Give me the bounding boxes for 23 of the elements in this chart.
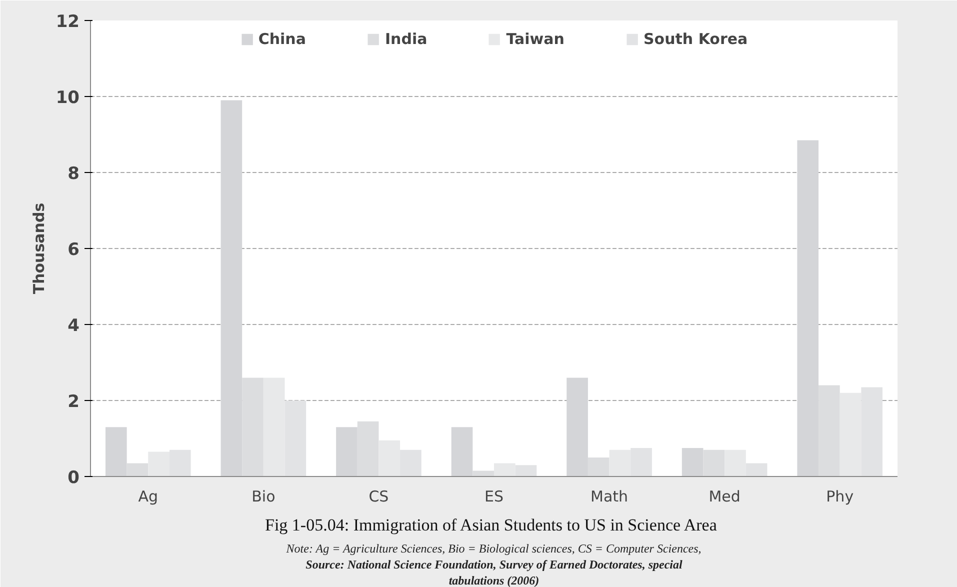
y-tick-label: 10 xyxy=(56,88,80,108)
y-tick-label: 4 xyxy=(68,316,80,336)
x-tick-label: Med xyxy=(708,488,740,506)
x-tick-label: CS xyxy=(368,488,389,506)
y-tick-label: 6 xyxy=(68,240,80,260)
y-tick-label: 2 xyxy=(68,392,80,412)
x-tick-label: Ag xyxy=(138,488,158,506)
source-note: Source: National Science Foundation, Survey of Earned Doctorates, special xyxy=(306,558,683,572)
x-tick-label: Phy xyxy=(826,488,854,506)
y-axis-title: Thousands xyxy=(30,202,48,294)
text: tabulations (2006) xyxy=(448,574,540,587)
x-tick-label: ES xyxy=(484,488,504,506)
y-tick-label: 0 xyxy=(68,468,80,488)
legend-label: South Korea xyxy=(643,30,748,48)
x-tick-label: Math xyxy=(590,488,628,506)
x-tick-label: Bio xyxy=(252,488,276,506)
text: Fig 1-05.04: Immigration of Asian Students to US in Science Area xyxy=(265,516,718,534)
legend-label: Taiwan xyxy=(506,30,564,48)
y-tick-label: 8 xyxy=(68,164,80,184)
text: Note: Ag = Agriculture Sciences, Bio = Biological sciences, CS = Computer Sciences, xyxy=(285,542,702,556)
legend-label: India xyxy=(384,30,428,48)
legend-label: China xyxy=(258,30,306,48)
y-tick-label: 12 xyxy=(56,12,80,32)
